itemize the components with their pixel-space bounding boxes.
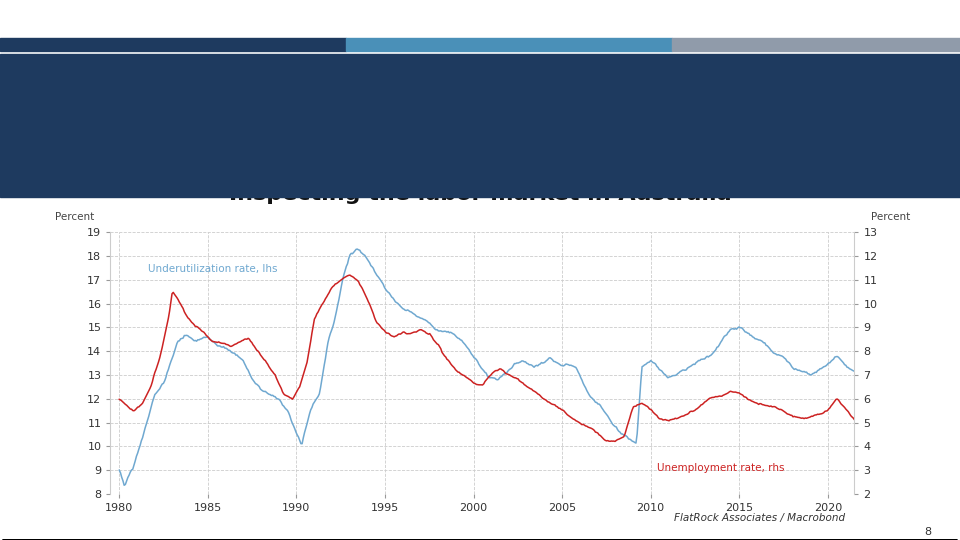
Text: 8: 8 (924, 527, 931, 537)
Text: The unemployment & underutilization rates in Australia are at the same levels la: The unemployment & underutilization rate… (24, 100, 835, 151)
Text: Unemployment rate, rhs: Unemployment rate, rhs (658, 463, 784, 472)
Text: Percent: Percent (55, 212, 94, 222)
Text: Percent: Percent (871, 212, 910, 222)
Text: FlatRock Associates / Macrobond: FlatRock Associates / Macrobond (674, 514, 845, 523)
Text: Inspecting the labor market in Australia: Inspecting the labor market in Australia (228, 184, 732, 205)
Text: Underutilization rate, lhs: Underutilization rate, lhs (148, 264, 277, 274)
